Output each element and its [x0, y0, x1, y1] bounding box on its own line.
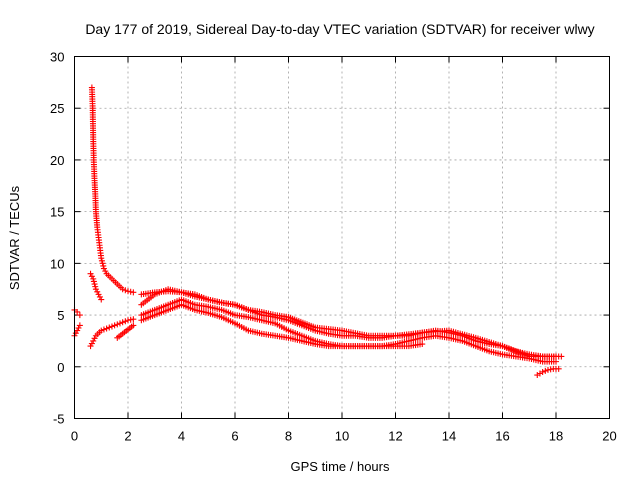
data-point	[91, 281, 98, 288]
grid	[74, 56, 610, 419]
x-tick-label: 18	[549, 429, 563, 444]
y-tick-label: 0	[57, 360, 64, 375]
data-point	[88, 340, 95, 347]
data-point	[98, 327, 105, 334]
data-point	[75, 325, 82, 331]
data-point	[100, 262, 107, 269]
x-tick-label: 0	[71, 429, 78, 444]
data-point	[558, 353, 565, 360]
x-tick-label: 10	[335, 429, 349, 444]
data-point	[114, 321, 121, 328]
y-tick-label: 20	[50, 153, 64, 168]
data-point	[102, 268, 109, 275]
data-point	[92, 283, 99, 290]
data-point	[116, 320, 123, 327]
data-point	[130, 289, 137, 296]
data-point	[103, 325, 110, 332]
data-point	[92, 286, 99, 293]
y-tick-label: 10	[50, 256, 64, 271]
y-tick-label: 15	[50, 205, 64, 220]
data-point	[72, 330, 79, 337]
data-point	[96, 293, 103, 300]
x-tick-label: 16	[495, 429, 509, 444]
y-tick-label: 5	[57, 308, 64, 323]
data-point	[90, 278, 97, 285]
data-point	[98, 296, 105, 303]
y-tick-label: 30	[50, 50, 64, 65]
data-point	[419, 341, 426, 348]
x-tick-label: 12	[388, 429, 402, 444]
data-point	[99, 260, 106, 267]
data-point	[98, 255, 105, 262]
x-tick-labels: 0 2 4 6 8 10 12 14 16 18 20	[71, 429, 617, 444]
data-point	[91, 335, 98, 342]
x-tick-label: 4	[178, 429, 185, 444]
data-point	[111, 322, 118, 329]
data-point	[90, 337, 97, 344]
x-tick-label: 20	[602, 429, 616, 444]
data-point	[108, 323, 115, 330]
data-point	[74, 308, 81, 315]
data-point	[76, 322, 83, 329]
data-point	[100, 326, 107, 333]
y-tick-labels: -5 0 5 10 15 20 25 30	[50, 50, 64, 427]
data-point	[87, 343, 94, 350]
data-point	[119, 286, 126, 293]
y-tick-label: 25	[50, 101, 64, 116]
data-point	[553, 353, 559, 360]
data-point	[94, 288, 101, 295]
data-point	[88, 273, 95, 280]
data-point	[119, 319, 126, 326]
data-point	[76, 312, 83, 319]
y-axis-label: SDTVAR / TECUs	[7, 185, 22, 290]
x-tick-label: 2	[124, 429, 131, 444]
x-tick-label: 8	[285, 429, 292, 444]
data-point	[122, 318, 129, 325]
chart-title: Day 177 of 2019, Sidereal Day-to-day VTE…	[85, 21, 594, 37]
data-point	[74, 327, 81, 334]
data-points	[71, 84, 565, 379]
x-tick-label: 6	[231, 429, 238, 444]
data-point	[130, 316, 137, 323]
x-axis-label: GPS time / hours	[291, 459, 390, 474]
data-point	[106, 324, 113, 331]
data-point	[542, 367, 549, 374]
data-point	[122, 287, 129, 294]
data-point	[98, 257, 105, 264]
data-point	[87, 270, 94, 277]
data-point	[90, 275, 97, 282]
data-point	[100, 265, 107, 272]
data-point	[555, 365, 562, 372]
plot-frame	[74, 56, 610, 419]
data-point	[130, 322, 137, 329]
x-tick-label: 14	[442, 429, 456, 444]
y-tick-label: -5	[53, 412, 65, 427]
data-point	[553, 358, 559, 365]
data-point	[95, 291, 102, 298]
data-point	[539, 368, 546, 375]
